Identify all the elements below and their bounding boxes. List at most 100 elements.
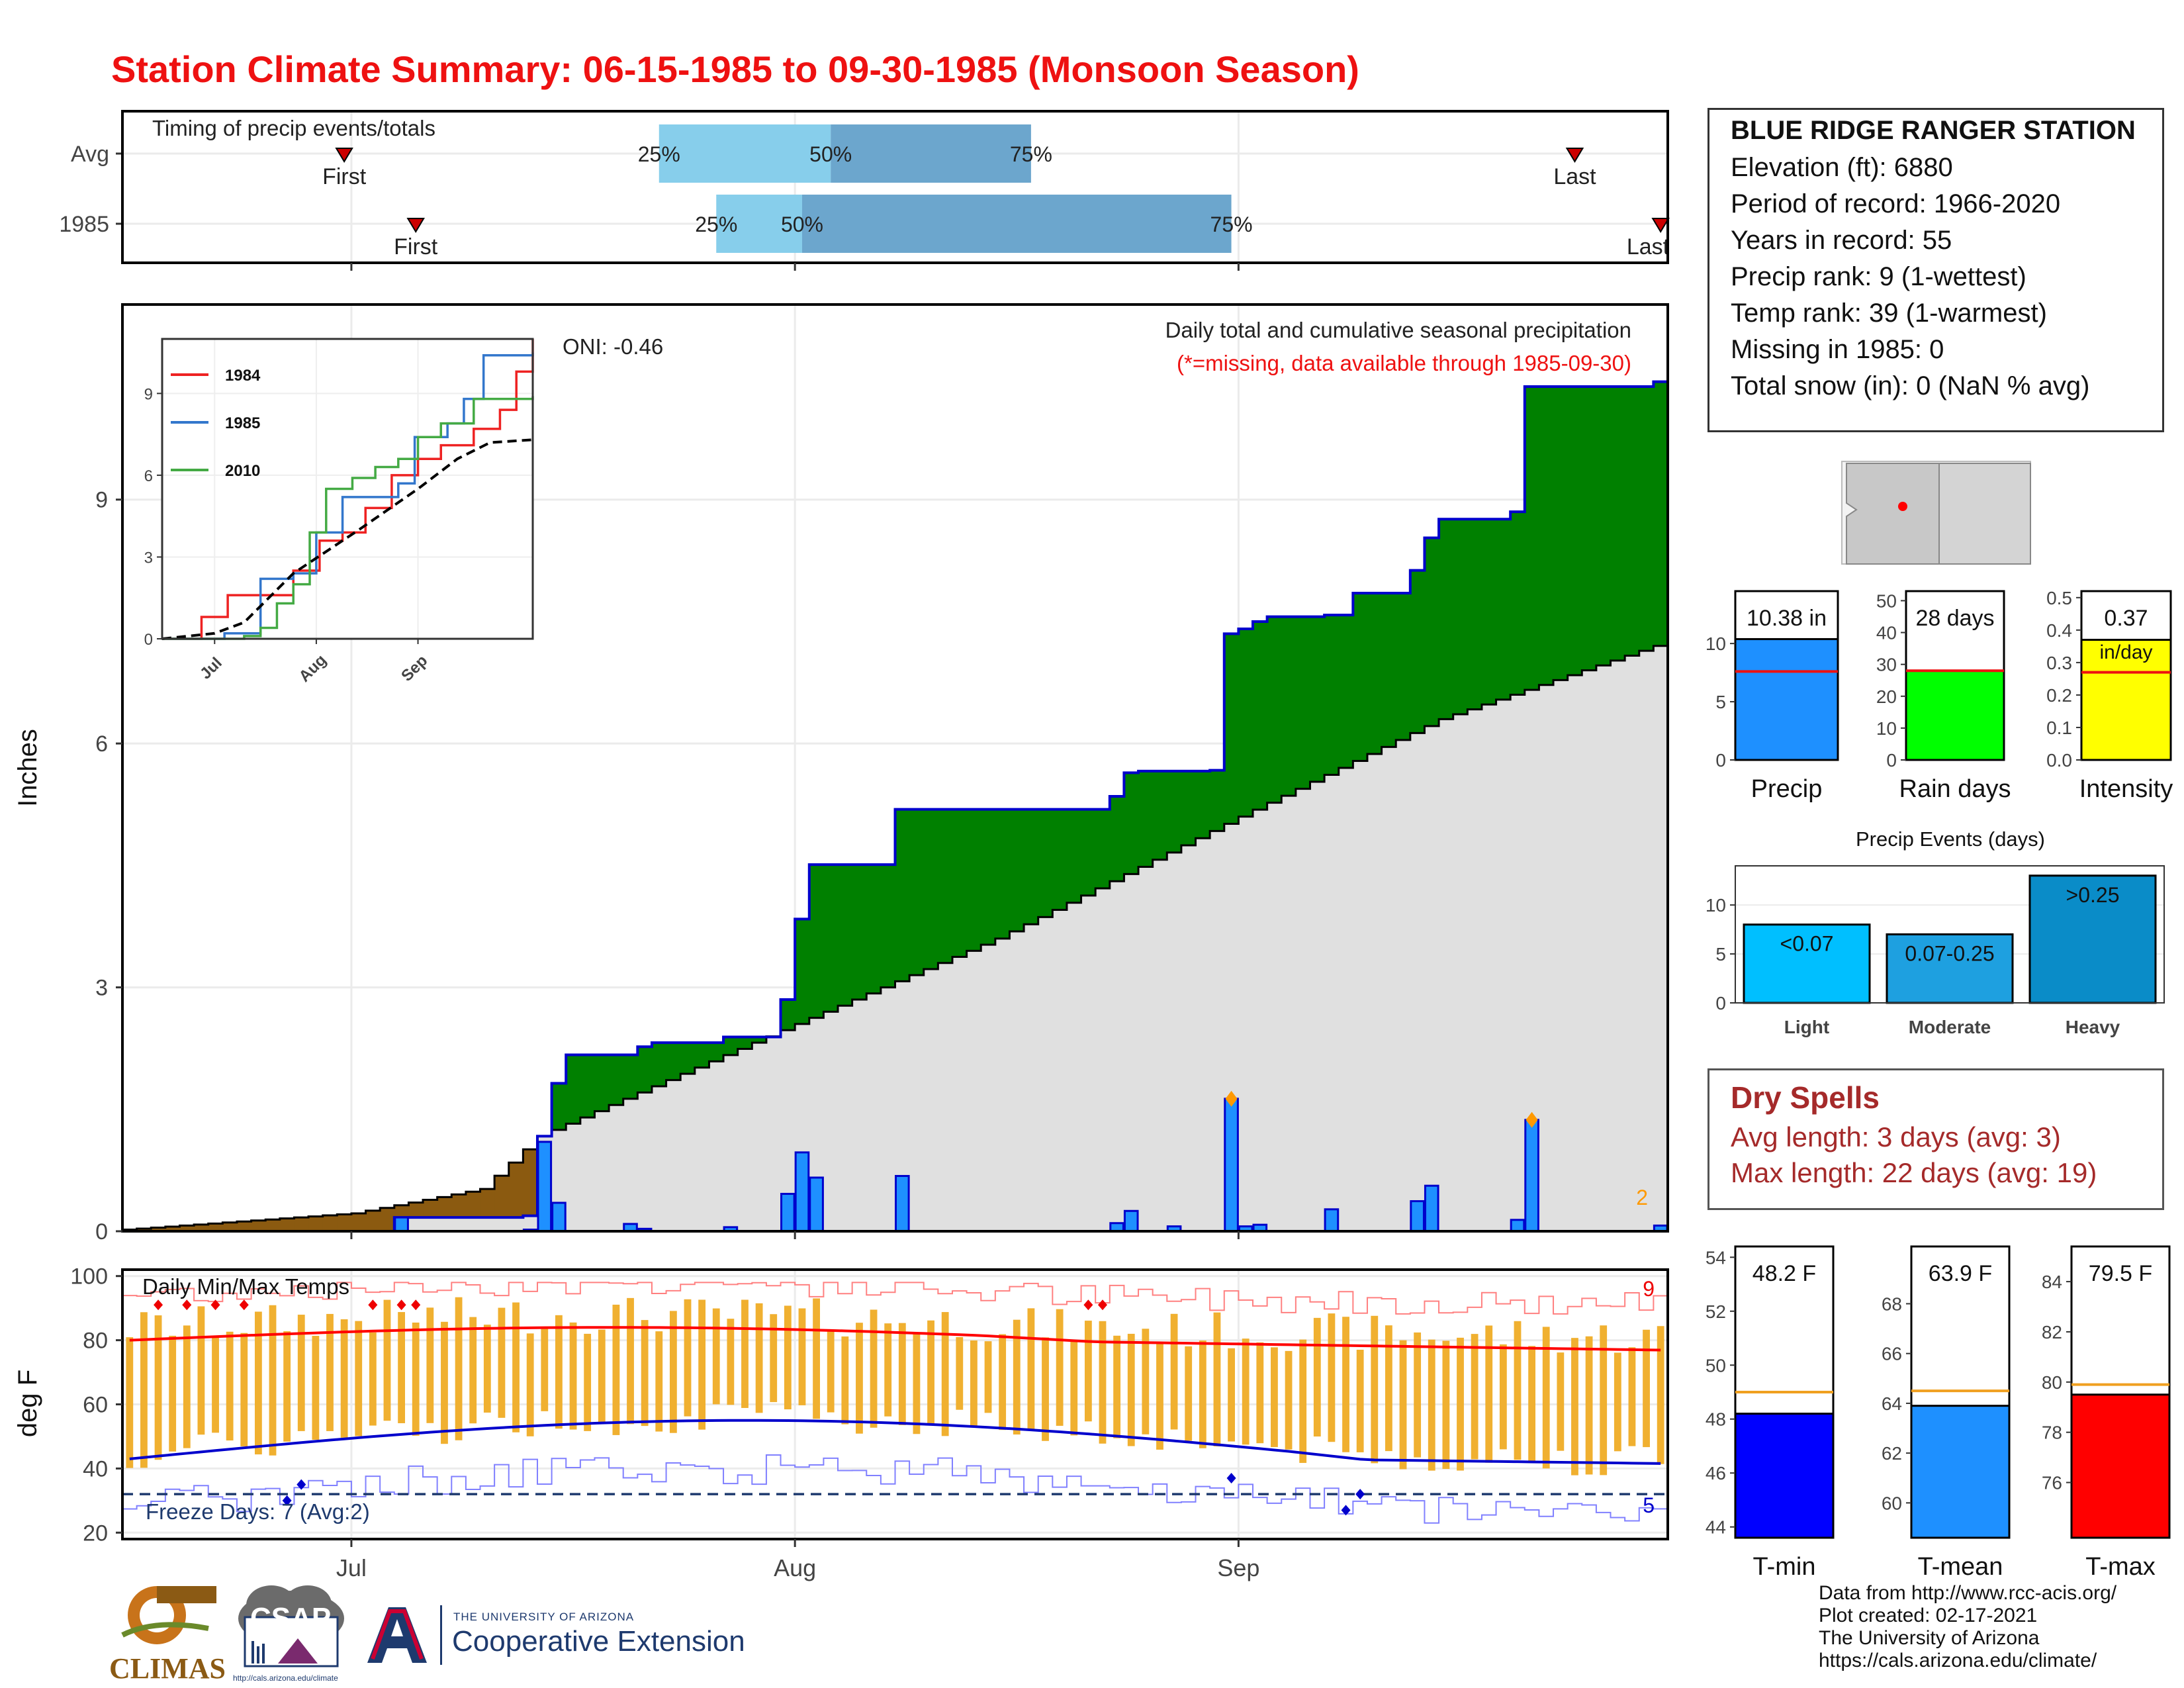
temp-daily-range-bar xyxy=(1600,1325,1608,1476)
inset-legend-label: 2010 xyxy=(225,462,260,480)
temp-daily-range-bar xyxy=(598,1329,606,1423)
season-precip-ytick-label: 5 xyxy=(1715,692,1726,712)
temp-daily-range-bar xyxy=(1342,1317,1349,1452)
temp-record-high-marker xyxy=(239,1299,249,1311)
temp-daily-range-bar xyxy=(1313,1317,1321,1437)
temp-daily-range-bar xyxy=(569,1322,577,1430)
climas-wordmark: CLIMAS xyxy=(109,1652,226,1685)
temp-tmax-label: T-max xyxy=(2085,1553,2156,1581)
temp-daily-range-bar xyxy=(1056,1309,1064,1426)
temp-daily-range-bar xyxy=(340,1319,348,1438)
precip-surplus-area xyxy=(1582,387,1597,671)
season-intensity-ytick-label: 0.4 xyxy=(2046,620,2072,641)
credit-line: Plot created: 02-17-2021 xyxy=(1819,1605,2038,1626)
ua-a-icon xyxy=(367,1607,427,1663)
inset-ytick-label: 3 xyxy=(144,549,153,567)
events-category-label: Moderate xyxy=(1909,1017,1991,1037)
season-raindays-value-label: 28 days xyxy=(1915,606,1994,631)
temp-daily-range-bar xyxy=(770,1314,778,1403)
precip-surplus-area xyxy=(737,1037,752,1049)
temp-daily-range-bar xyxy=(727,1319,735,1405)
temp-tmin-value-label: 48.2 F xyxy=(1752,1261,1816,1286)
temp-record-high-marker xyxy=(411,1299,421,1311)
inset-border xyxy=(161,338,534,640)
precip-surplus-area xyxy=(1024,809,1039,925)
precip-deficit-area xyxy=(480,1189,495,1218)
precip-surplus-area xyxy=(852,865,867,1000)
temp-daily-range-bar xyxy=(512,1302,520,1432)
precip-deficit-area xyxy=(279,1218,295,1231)
temp-daily-range-bar xyxy=(970,1340,978,1427)
precip-surplus-area xyxy=(1496,519,1511,700)
temp-record-high-line xyxy=(122,1282,1668,1315)
precip-deficit-area xyxy=(179,1225,195,1231)
precip-surplus-area xyxy=(752,1037,767,1043)
precip-daily-bar xyxy=(1510,1219,1525,1233)
timing-label-25: 25% xyxy=(638,142,680,166)
season-intensity-ytick-label: 0.0 xyxy=(2046,750,2072,771)
temp-daily-range-bar xyxy=(898,1323,906,1425)
temp-daily-range-bar xyxy=(140,1312,148,1468)
season-intensity-ytick-label: 0.5 xyxy=(2046,588,2072,608)
precip-cumulative-line xyxy=(122,380,1668,1233)
temp-daily-range-bar xyxy=(297,1315,305,1431)
temp-xtick-label: Jul xyxy=(336,1554,367,1581)
temp-daily-range-bar xyxy=(927,1320,934,1425)
season-raindays-ytick-label: 20 xyxy=(1876,686,1897,707)
station-line-precip-rank: Precip rank: 9 (1-wettest) xyxy=(1731,262,2026,291)
events-ytick-label: 5 xyxy=(1715,944,1726,964)
timing-last-label: Last xyxy=(1553,164,1596,189)
precip-surplus-area xyxy=(1596,387,1612,666)
precip-deficit-area xyxy=(251,1220,266,1231)
credit-line: Data from http://www.rcc-acis.org/ xyxy=(1819,1582,2117,1604)
events-category-label: Light xyxy=(1784,1017,1829,1037)
timing-bar-25-50 xyxy=(659,124,831,183)
season-raindays-ytick-label: 0 xyxy=(1886,750,1897,771)
precip-surplus-area xyxy=(1152,771,1167,860)
temp-daily-range-bar xyxy=(312,1336,320,1440)
locator-map-station-dot xyxy=(1898,502,1907,511)
temp-daily-range-bar xyxy=(913,1333,921,1434)
precip-avg-area xyxy=(122,645,1668,1231)
precip-title: Daily total and cumulative seasonal prec… xyxy=(1165,318,1631,342)
precip-deficit-area xyxy=(208,1223,223,1231)
timing-label-50: 50% xyxy=(809,142,852,166)
timing-label-75: 75% xyxy=(1210,212,1253,236)
precip-surplus-area xyxy=(1124,773,1139,874)
temp-ytick-label: 100 xyxy=(70,1264,108,1289)
precip-surplus-area xyxy=(1052,809,1068,910)
precip-surplus-area xyxy=(1396,592,1411,740)
temp-xtick-label: Aug xyxy=(774,1554,816,1581)
temp-daily-range-bar xyxy=(426,1307,434,1423)
precip-subtitle: (*=missing, data available through 1985-… xyxy=(1177,351,1631,375)
season-precip-ytick-label: 0 xyxy=(1715,750,1726,771)
season-intensity-ytick-label: 0.2 xyxy=(2046,685,2072,706)
events-bar-moderate xyxy=(1886,933,2014,1004)
temp-ytick-label: 40 xyxy=(83,1456,108,1481)
events-title: Precip Events (days) xyxy=(1856,827,2045,851)
precip-surplus-area xyxy=(795,919,810,1024)
precip-surplus-area xyxy=(1567,387,1582,675)
temp-ytick-label: 60 xyxy=(83,1393,108,1418)
season-intensity-ytick-label: 0.3 xyxy=(2046,653,2072,673)
dry-spells-avg: Avg length: 3 days (avg: 3) xyxy=(1731,1121,2061,1152)
temp-daily-range-bar xyxy=(1199,1340,1206,1448)
precip-surplus-area xyxy=(1238,629,1253,817)
precip-daily-bar xyxy=(551,1201,567,1233)
precip-surplus-area xyxy=(866,865,882,994)
temp-daily-range-bar xyxy=(1099,1321,1107,1444)
temp-daily-range-bar xyxy=(755,1303,763,1413)
precip-avg-line xyxy=(122,645,1668,1231)
temp-tmean-ytick-label: 60 xyxy=(1882,1493,1902,1513)
csap-url: http://cals.arizona.edu/climate xyxy=(233,1673,338,1683)
timing-label-75: 75% xyxy=(1010,142,1052,166)
precip-ylabel: Inches xyxy=(13,729,42,807)
season-precip-label: Precip xyxy=(1751,775,1823,803)
temp-record-low-line xyxy=(122,1454,1668,1524)
temp-daily-range-bar xyxy=(441,1321,448,1444)
precip-deficit-area xyxy=(165,1226,181,1231)
temp-daily-range-bar xyxy=(884,1323,892,1417)
temp-daily-range-bar xyxy=(784,1305,792,1410)
precip-surplus-area xyxy=(551,1083,567,1130)
precip-surplus-area xyxy=(1009,809,1024,932)
